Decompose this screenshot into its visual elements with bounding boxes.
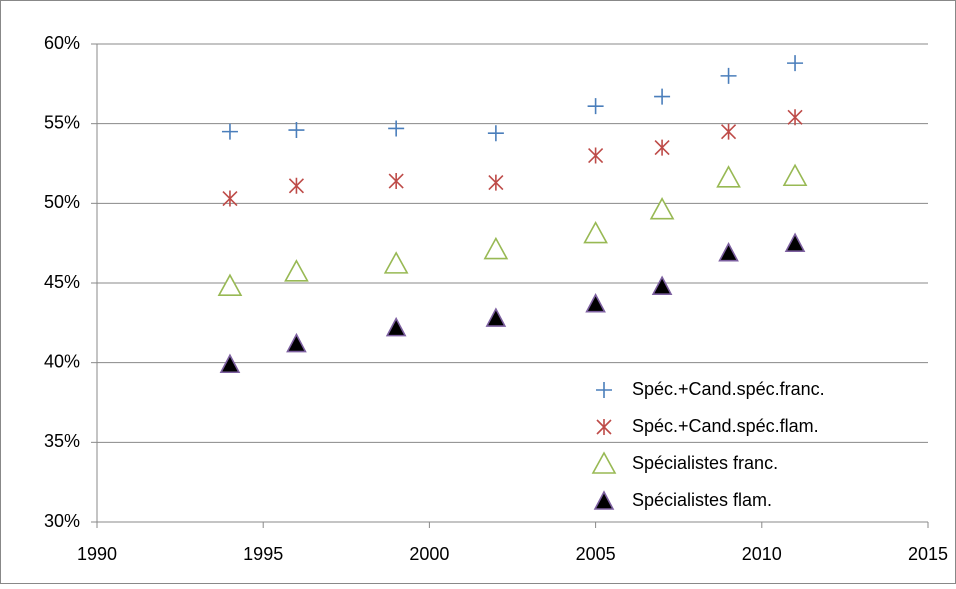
marker-triangle-filled — [651, 275, 673, 295]
x-tick-label: 2000 — [409, 544, 449, 564]
marker-triangle-filled — [286, 332, 307, 353]
marker-triangle — [716, 165, 741, 188]
y-tick-label: 35% — [44, 431, 80, 451]
y-tick-label: 50% — [44, 192, 80, 212]
legend-marker — [591, 451, 617, 474]
marker-plus — [221, 123, 238, 140]
marker-triangle-filled — [585, 293, 606, 313]
marker-triangle-filled — [385, 316, 407, 337]
marker-triangle — [583, 220, 608, 244]
marker-plus — [487, 125, 504, 142]
y-tick-label: 30% — [44, 511, 80, 531]
x-tick-label: 2005 — [576, 544, 616, 564]
marker-asterisk — [787, 109, 803, 126]
marker-triangle — [782, 163, 808, 187]
legend-label: Spécialistes franc. — [632, 453, 778, 473]
marker-plus — [587, 98, 604, 115]
x-tick-label: 2010 — [742, 544, 782, 564]
marker-asterisk — [588, 147, 604, 164]
y-tick-label: 55% — [44, 112, 80, 132]
marker-asterisk — [388, 173, 404, 190]
y-tick-label: 60% — [44, 33, 80, 53]
marker-asterisk — [488, 174, 504, 191]
marker-triangle — [383, 251, 409, 274]
marker-triangle — [483, 236, 509, 260]
y-tick-label: 40% — [44, 351, 80, 371]
legend-label: Spéc.+Cand.spéc.flam. — [632, 416, 819, 436]
marker-plus — [787, 55, 804, 72]
y-tick-label: 45% — [44, 272, 80, 292]
marker-asterisk — [288, 177, 305, 194]
legend-marker — [596, 382, 612, 398]
marker-triangle — [217, 273, 243, 296]
marker-asterisk — [222, 190, 238, 207]
x-tick-label: 1990 — [77, 544, 117, 564]
marker-triangle — [284, 259, 309, 282]
marker-triangle-filled — [718, 242, 739, 262]
legend-marker — [596, 419, 612, 435]
marker-triangle-filled — [784, 232, 806, 252]
marker-plus — [288, 122, 305, 139]
marker-asterisk — [720, 123, 737, 140]
marker-triangle-filled — [485, 307, 507, 327]
marker-asterisk — [654, 139, 670, 156]
legend-label: Spéc.+Cand.spéc.franc. — [632, 379, 825, 399]
legend-label: Spécialistes flam. — [632, 490, 772, 510]
marker-triangle-filled — [219, 353, 241, 374]
x-tick-label: 2015 — [908, 544, 948, 564]
marker-plus — [388, 120, 405, 137]
marker-plus — [654, 88, 671, 105]
legend-marker — [593, 490, 615, 510]
marker-triangle — [649, 197, 675, 220]
marker-plus — [720, 67, 737, 84]
x-tick-label: 1995 — [243, 544, 283, 564]
